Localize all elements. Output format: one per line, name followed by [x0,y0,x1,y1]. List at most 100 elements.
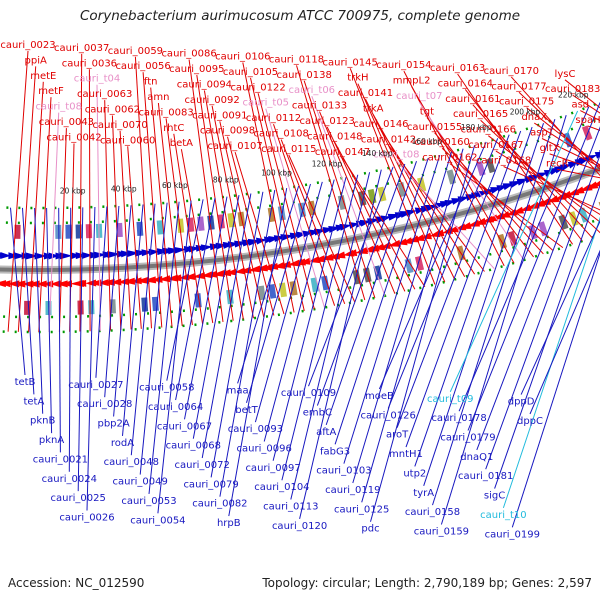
reverse-label-connector [254,181,323,423]
outer-feature-block-8 [88,300,95,315]
reverse-label-connector [316,163,406,406]
forward-gene-label: cauri_0148 [307,131,362,142]
forward-gene-label: cauri_0138 [277,70,332,81]
reverse-gene-label: cauri_0072 [175,460,230,471]
reverse-gene-label: pknA [39,435,64,446]
reverse-labels-layer: tetBtetApknBpknAcauri_0021cauri_0024caur… [15,377,543,540]
forward-gene-label: aspT [530,128,555,139]
reverse-label-connector [529,249,600,415]
forward-gene-arrow-43 [287,259,301,267]
forward-label-connector [518,91,600,170]
reverse-label-connector [237,185,300,384]
scale-ticks-layer: 20 kbp 40 kbp 60 kbp 80 kbp 100 kbp 120 kbp 14… [60,90,589,195]
reverse-gene-label: cauri_0159 [414,527,469,538]
reverse-label-connector [325,161,417,426]
forward-gene-arrow-8 [49,280,61,288]
forward-gene-label: metE [30,71,56,82]
reverse-label-connector [432,119,556,506]
reverse-gene-arrow-31 [200,244,213,252]
reverse-gene-label: cauri_0025 [51,493,106,504]
inner-feature-block-41 [417,177,427,193]
inner-feature-block-33 [337,195,347,210]
forward-gene-arrow-10 [61,280,73,288]
reverse-label-connector [228,188,288,517]
reverse-gene-label: cauri_0054 [130,515,185,526]
reverse-label-connector [352,151,452,484]
inner-feature-block-17 [176,218,185,233]
reverse-gene-arrow-13 [81,251,93,259]
reverse-label-connector [440,115,567,525]
scale-tick-label: 200 kbp [510,108,541,117]
forward-label-connector [58,128,67,332]
reverse-label-connector [86,206,96,511]
reverse-label-connector [104,205,120,398]
reverse-gene-label: cauri_0053 [121,496,176,507]
forward-gene-label: cauri_0083 [138,107,193,118]
forward-gene-label: cauri_0115 [261,144,316,155]
forward-gene-label: cauri_0155 [407,122,462,133]
forward-label-connector [188,59,224,322]
scale-tick-label: 100 kbp [261,169,292,178]
reverse-label-connector [77,207,84,492]
forward-label-connector [380,129,476,275]
reverse-gene-label: cauri_0021 [33,454,88,465]
forward-gene-arrow-78 [519,204,532,212]
reverse-gene-label: cauri_0113 [263,502,318,513]
forward-label-connector [480,119,600,234]
forward-gene-arrow-59 [396,238,408,246]
reverse-label-connector [494,183,600,489]
reverse-label-connector [299,169,382,520]
forward-gene-label: cauri_0170 [484,66,539,77]
reverse-label-connector [458,106,590,412]
reverse-gene-label: cauri_0103 [316,466,371,477]
reverse-label-connector [175,197,216,401]
inner-feature-block-58 [581,125,593,141]
inner-feature-block-5 [55,224,62,239]
forward-gene-arrow-71 [472,217,487,225]
forward-gene-arrow-41 [272,261,285,269]
forward-label-connector [250,77,305,312]
forward-gene-label: cauri_0091 [192,110,247,121]
forward-gene-label: cauri_0095 [169,64,224,75]
reverse-gene-label: tyrA [413,488,434,499]
reverse-label-connector [58,207,61,453]
forward-gene-arrow-31 [205,270,218,278]
reverse-label-connector [467,102,600,431]
forward-label-connector [219,121,265,318]
inner-feature-block-13 [136,221,144,236]
reverse-gene-label: cauri_0109 [281,388,336,399]
forward-label-connector [165,118,193,326]
reverse-gene-arrow-5 [25,252,39,260]
reverse-label-connector [130,203,156,456]
reverse-gene-arrow-27 [173,246,187,254]
inner-feature-block-39 [397,181,407,198]
forward-gene-label: cauri_0166 [461,125,516,136]
forward-gene-label: cauri_0060 [100,135,155,146]
reverse-gene-label: cauri_0199 [485,529,540,540]
outer-feature-block-24 [257,285,266,301]
forward-gene-label: ppiA [25,55,47,66]
forward-gene-label: cauri_0086 [161,49,216,60]
forward-gene-arrow-79 [525,201,540,210]
reverse-gene-label: hrpB [217,518,241,529]
outer-feature-block-25 [268,284,277,299]
scale-tick-label: 80 kbp [213,176,239,185]
forward-gene-label: betA [170,138,193,149]
forward-gene-label: amn [147,92,169,103]
reverse-gene-arrow-19 [120,250,132,258]
forward-label-connector [38,97,52,333]
forward-label-connector [487,135,600,223]
forward-gene-label: cauri_0023 [0,40,55,51]
reverse-gene-label: aroT [386,430,409,441]
reverse-gene-label: cauri_0064 [148,402,203,413]
forward-gene-arrow-70 [466,219,481,227]
reverse-gene-label: cauri_0067 [157,421,212,432]
reverse-gene-label: tetB [15,377,36,388]
forward-gene-label: cauri_0163 [430,63,485,74]
reverse-label-connector [184,196,228,420]
forward-label-connector [157,102,183,326]
reverse-label-connector [511,251,600,528]
forward-gene-label: cauri_0161 [445,94,500,105]
reverse-label-connector [210,191,264,478]
forward-label-connector [119,130,132,330]
